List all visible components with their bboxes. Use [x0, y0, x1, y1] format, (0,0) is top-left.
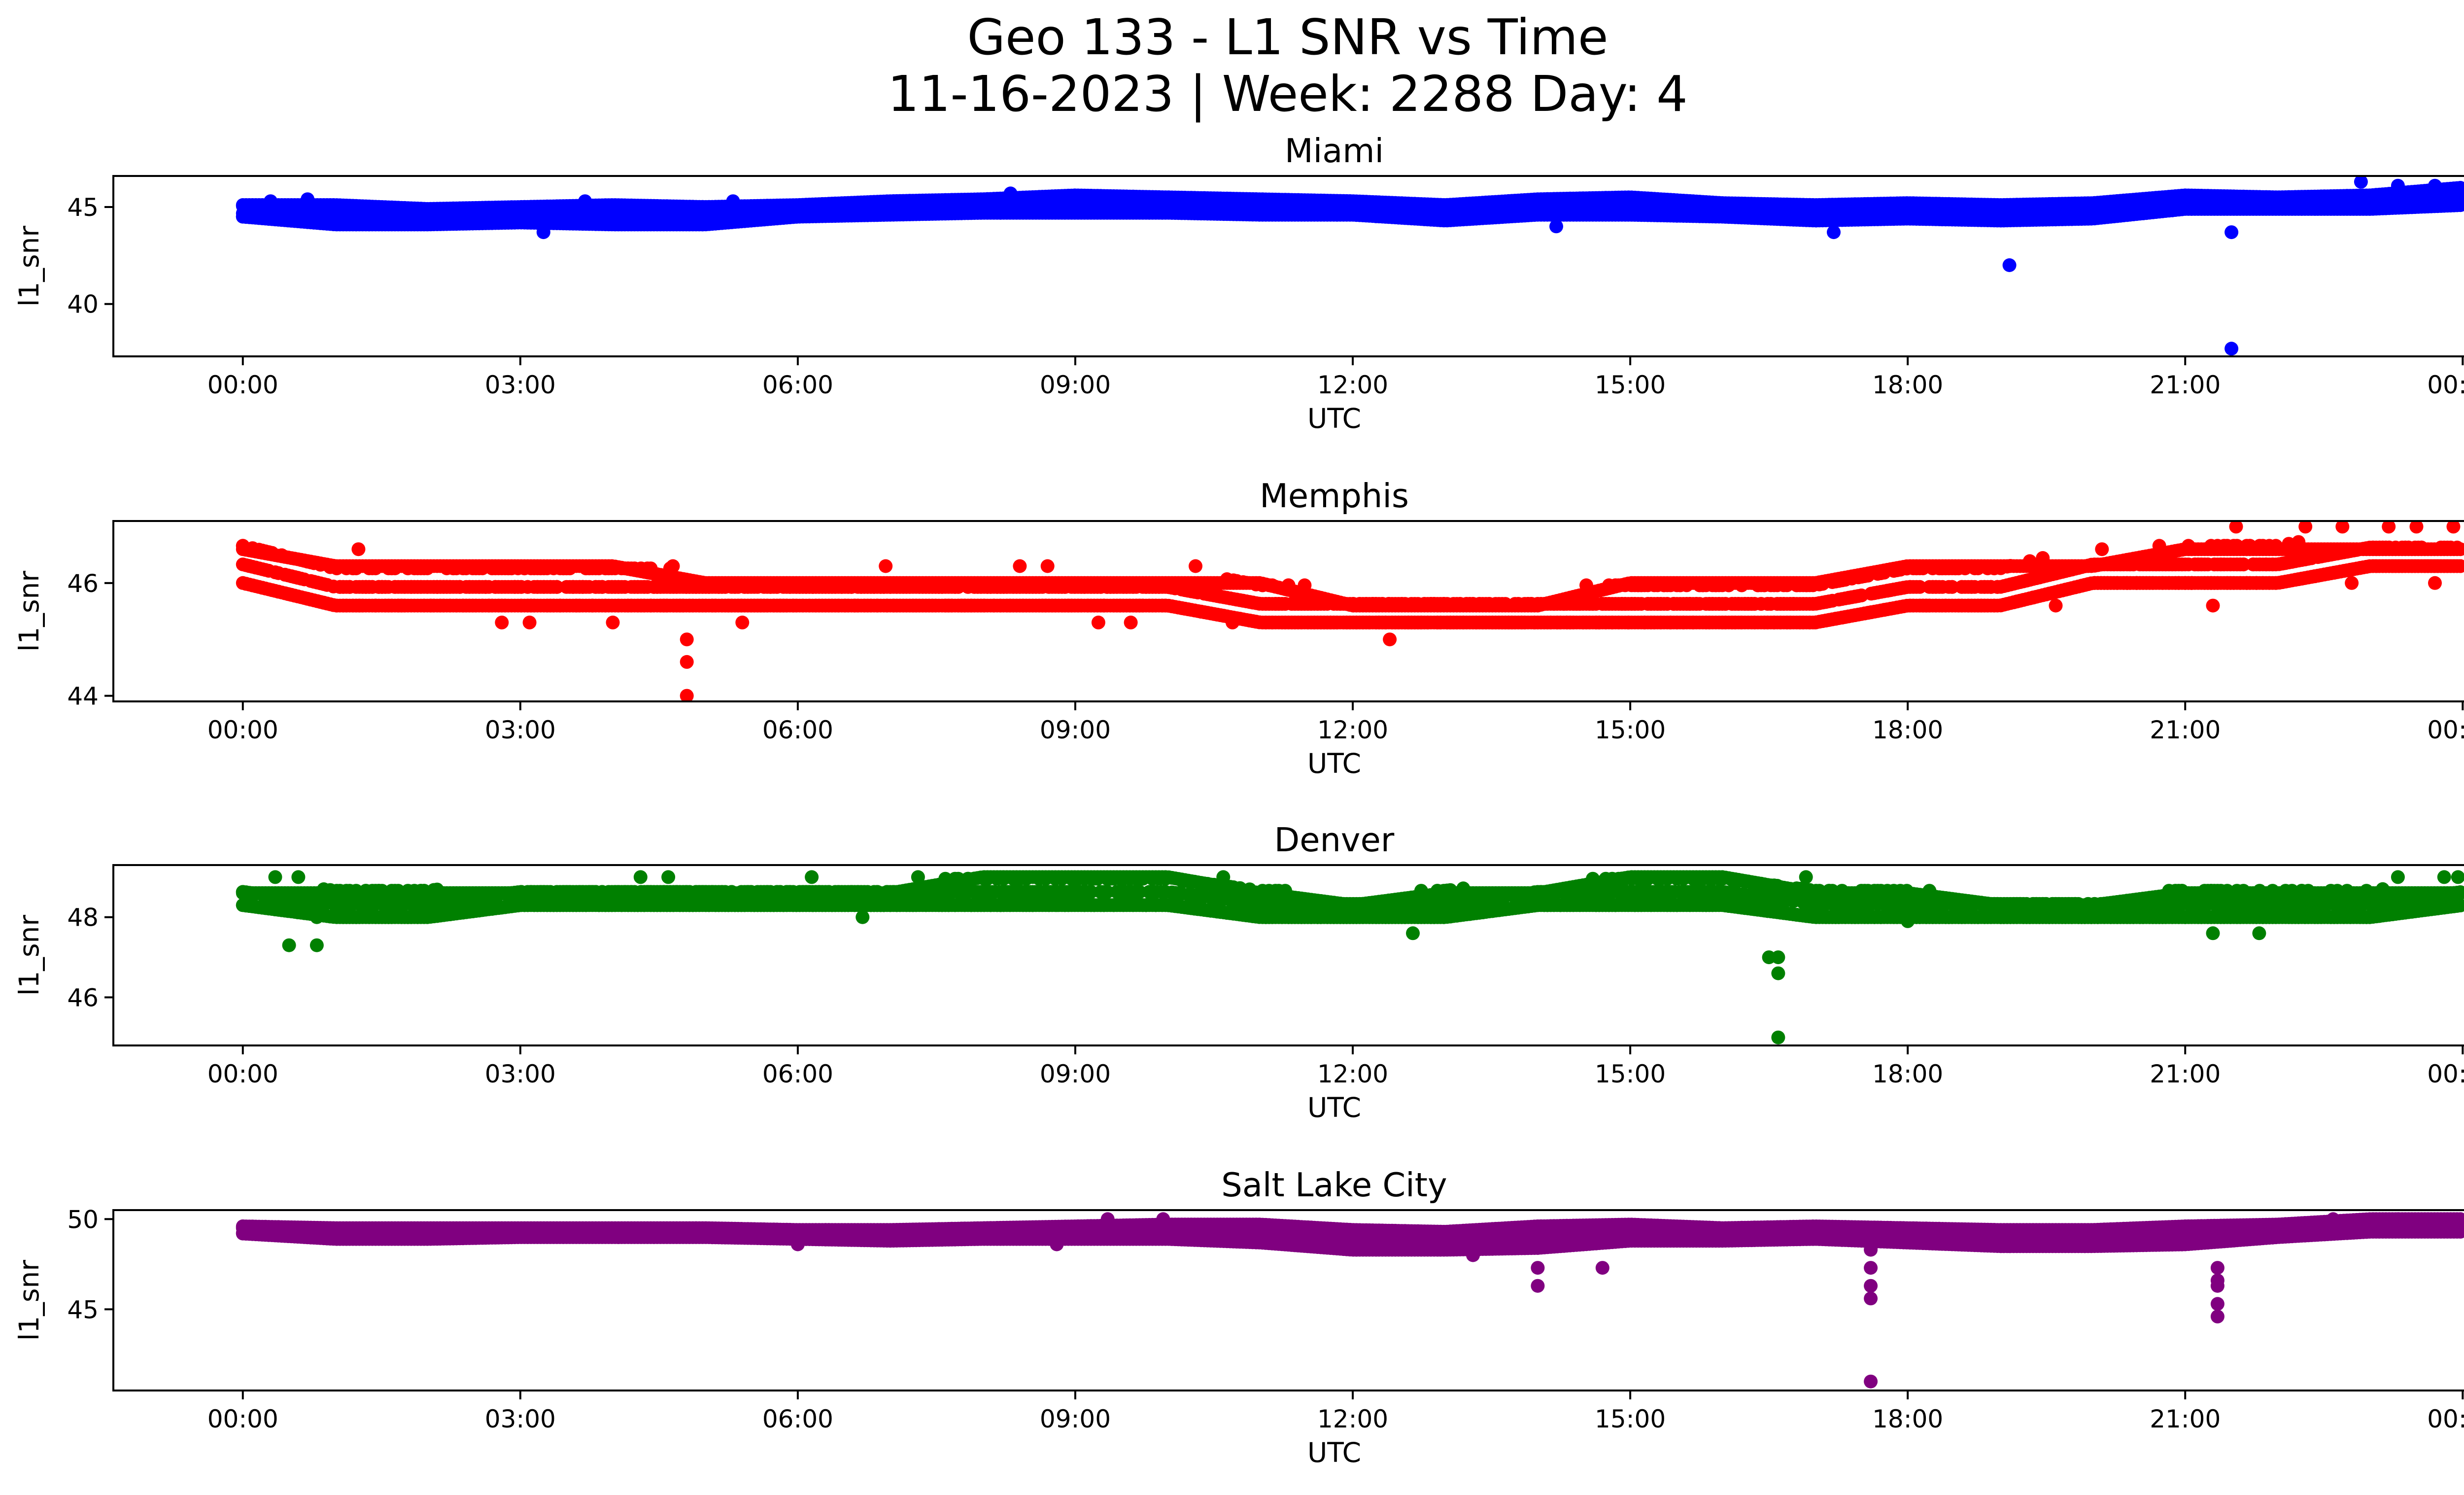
outlier-point — [578, 194, 592, 209]
x-tick-label: 12:00 — [1317, 371, 1388, 399]
outlier-point — [1003, 186, 1018, 201]
outlier-point — [1827, 225, 1841, 240]
y-axis-label: l1_snr — [13, 226, 45, 307]
y-tick-label: 40 — [67, 290, 99, 319]
axes-frame — [112, 175, 2464, 357]
x-tick-label: 15:00 — [1595, 371, 1666, 399]
y-tick-label: 45 — [67, 193, 99, 222]
subplot-title: Memphis — [1260, 477, 1409, 515]
x-tick-label: 18:00 — [1872, 371, 1943, 399]
x-tick-label: 00:00 — [2427, 371, 2464, 399]
subplots: Miami 00:00 03:00 06:00 09:00 12:00 15:00 18:00… — [13, 132, 2464, 1468]
outlier-point — [726, 194, 740, 209]
figure-subtitle: 11-16-2023 | Week: 2288 Day: 4 — [888, 65, 1687, 123]
data-points — [236, 521, 2464, 701]
outlier-point — [2428, 178, 2442, 193]
x-tick-label: 21:00 — [2150, 371, 2221, 399]
x-tick-label: 00:00 — [207, 371, 278, 399]
outlier-point — [2354, 176, 2368, 189]
x-axis-label: UTC — [1307, 403, 1361, 434]
outlier-point — [2002, 258, 2017, 272]
x-tick-label: 06:00 — [762, 371, 833, 399]
outlier-point — [1549, 219, 1563, 234]
outlier-point — [2224, 225, 2239, 240]
subplot-miami: Miami 00:00 03:00 06:00 09:00 12:00 15:00 18:00… — [13, 132, 2464, 434]
data-point — [2453, 181, 2464, 195]
subplot-title: Miami — [1285, 132, 1384, 170]
outlier-point — [2224, 342, 2239, 356]
x-tick-label: 03:00 — [485, 371, 556, 399]
outlier-point — [536, 225, 550, 240]
data-point — [2453, 198, 2464, 212]
figure-title: Geo 133 - L1 SNR vs Time — [967, 8, 1608, 66]
data-points — [236, 176, 2464, 356]
outlier-point — [301, 192, 315, 207]
x-tick-label: 09:00 — [1040, 371, 1111, 399]
outlier-point — [264, 194, 278, 209]
outlier-point — [2391, 178, 2405, 193]
